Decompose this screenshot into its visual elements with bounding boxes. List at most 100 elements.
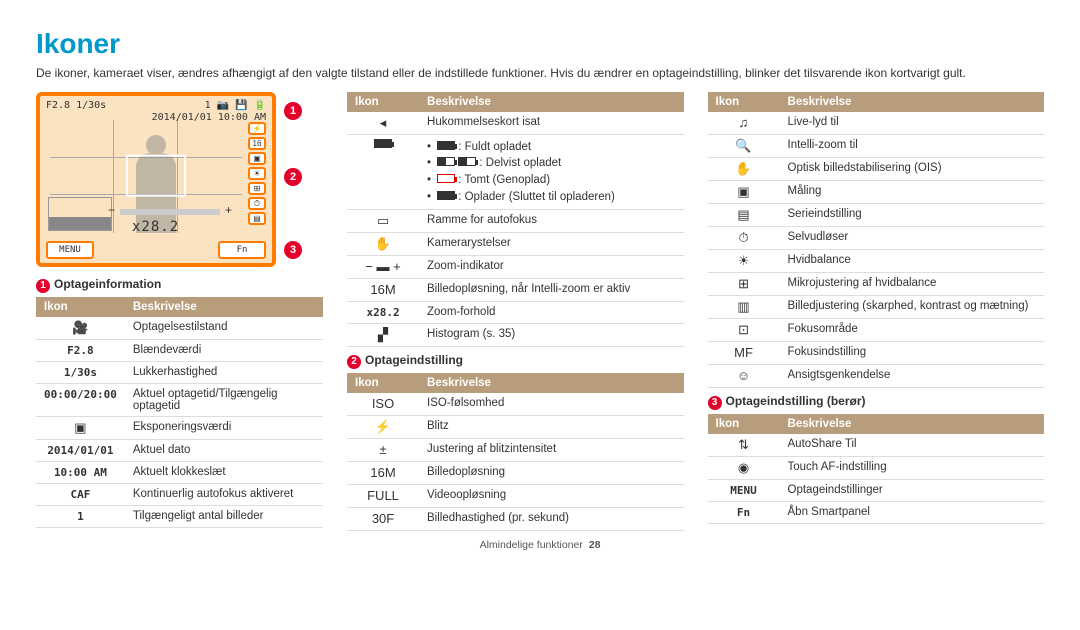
icon-cell: ⏱: [708, 226, 780, 249]
icon-cell: ⊡: [708, 318, 780, 341]
table-row: 1Tilgængeligt antal billeder: [36, 505, 323, 527]
table-row: ▭Ramme for autofokus: [347, 210, 684, 233]
icon-cell: ✋: [708, 157, 780, 180]
table-row: 16MBilledopløsning: [347, 462, 684, 485]
desc-cell: Eksponeringsværdi: [125, 416, 323, 439]
desc-cell: Blændeværdi: [125, 339, 323, 361]
th-desc: Beskrivelse: [780, 414, 1045, 434]
desc-cell: AutoShare Til: [780, 434, 1045, 457]
icon-cell: 1/30s: [36, 361, 125, 383]
desc-cell: Touch AF-indstilling: [780, 456, 1045, 479]
table-row: ◉Touch AF-indstilling: [708, 456, 1045, 479]
desc-cell: Ramme for autofokus: [419, 210, 684, 233]
icon-cell: CAF: [36, 483, 125, 505]
preview-top-right1: 1 📷 💾 🔋: [205, 100, 266, 111]
table-row: 10:00 AMAktuelt klokkeslæt: [36, 461, 323, 483]
th-ikon: Ikon: [347, 373, 419, 393]
desc-cell: Histogram (s. 35): [419, 324, 684, 347]
camera-preview: F2.8 1/30s 1 📷 💾 🔋 2014/01/01 10:00 AM x…: [36, 92, 276, 267]
section3-table: Ikon Beskrivelse ⇅AutoShare Til◉Touch AF…: [708, 414, 1045, 524]
table-row: MFFokusindstilling: [708, 341, 1045, 364]
desc-cell: Billedopløsning, når Intelli-zoom er akt…: [419, 279, 684, 302]
icon-cell: ♫: [708, 112, 780, 135]
icon-cell: 30F: [347, 508, 419, 531]
desc-cell: Fokusindstilling: [780, 341, 1045, 364]
page-title: Ikoner: [36, 28, 1044, 60]
desc-cell: Billedjustering (skarphed, kontrast og m…: [780, 295, 1045, 318]
section2-table: Ikon Beskrivelse ISOISO-følsomhed⚡Blitz±…: [347, 373, 684, 531]
table-row: 00:00/20:00Aktuel optagetid/Tilgængelig …: [36, 383, 323, 416]
icon-cell: ⇅: [708, 434, 780, 457]
icon-cell: ISO: [347, 393, 419, 416]
desc-cell: Blitz: [419, 416, 684, 439]
table-row: ▥Billedjustering (skarphed, kontrast og …: [708, 295, 1045, 318]
table-row: CAFKontinuerlig autofokus aktiveret: [36, 483, 323, 505]
desc-cell: Optagelsestilstand: [125, 317, 323, 340]
table-row: ☀Hvidbalance: [708, 249, 1045, 272]
table-row: ▣Måling: [708, 180, 1045, 203]
table-row: ◂Hukommelseskort isat: [347, 112, 684, 135]
table-row: 2014/01/01Aktuel dato: [36, 439, 323, 461]
icon-cell: x28.2: [347, 302, 419, 324]
icon-cell: FULL: [347, 485, 419, 508]
icon-cell: 16M: [347, 462, 419, 485]
section1-table: Ikon Beskrivelse 🎥OptagelsestilstandF2.8…: [36, 297, 323, 528]
icon-cell: ▣: [708, 180, 780, 203]
page-footer: Almindelige funktioner 28: [36, 539, 1044, 551]
table-row: ▞Histogram (s. 35): [347, 324, 684, 347]
table-row: F2.8Blændeværdi: [36, 339, 323, 361]
desc-cell: Selvudløser: [780, 226, 1045, 249]
section1-header: 1Optageinformation: [36, 277, 323, 293]
icon-cell: ✋: [347, 233, 419, 256]
table-row: ▣Eksponeringsværdi: [36, 416, 323, 439]
table-row: ⏱Selvudløser: [708, 226, 1045, 249]
th-ikon: Ikon: [36, 297, 125, 317]
desc-cell: : Fuldt opladet : Delvist opladet : Tomt…: [419, 134, 684, 210]
icon-cell: ☺: [708, 364, 780, 387]
section3-header: 3Optageindstilling (berør): [708, 394, 1045, 410]
icon-cell: ◉: [708, 456, 780, 479]
desc-cell: Fokusområde: [780, 318, 1045, 341]
table-row: − ▬ +Zoom-indikator: [347, 256, 684, 279]
desc-cell: Billedopløsning: [419, 462, 684, 485]
callout-2: 2: [284, 168, 302, 186]
icon-cell: 🎥: [36, 317, 125, 340]
icon-cell: ▭: [347, 210, 419, 233]
desc-cell: Mikrojustering af hvidbalance: [780, 272, 1045, 295]
th-ikon: Ikon: [347, 92, 419, 112]
desc-cell: Aktuel dato: [125, 439, 323, 461]
desc-cell: Optageindstillinger: [780, 479, 1045, 501]
th-ikon: Ikon: [708, 92, 780, 112]
th-desc: Beskrivelse: [125, 297, 323, 317]
icon-cell: 2014/01/01: [36, 439, 125, 461]
table-row: MENUOptageindstillinger: [708, 479, 1045, 501]
table-row: 🔍Intelli-zoom til: [708, 134, 1045, 157]
table-row: FnÅbn Smartpanel: [708, 501, 1045, 523]
desc-cell: Kontinuerlig autofokus aktiveret: [125, 483, 323, 505]
menu-button[interactable]: MENU: [46, 241, 94, 259]
table-row: ⊞Mikrojustering af hvidbalance: [708, 272, 1045, 295]
desc-cell: Videoopløsning: [419, 485, 684, 508]
icon-cell: ▣: [36, 416, 125, 439]
table-row: 16MBilledopløsning, når Intelli-zoom er …: [347, 279, 684, 302]
icon-cell: ☀: [708, 249, 780, 272]
desc-cell: Aktuel optagetid/Tilgængelig optagetid: [125, 383, 323, 416]
table-row: FULLVideoopløsning: [347, 485, 684, 508]
table-row: ▤Serieindstilling: [708, 203, 1045, 226]
desc-cell: Hukommelseskort isat: [419, 112, 684, 135]
desc-cell: ISO-følsomhed: [419, 393, 684, 416]
table-row: ⚡Blitz: [347, 416, 684, 439]
icon-cell: 1: [36, 505, 125, 527]
table-row: ±Justering af blitzintensitet: [347, 439, 684, 462]
icon-cell: ⚡: [347, 416, 419, 439]
th-ikon: Ikon: [708, 414, 780, 434]
icon-cell: ⊞: [708, 272, 780, 295]
icon-cell: 10:00 AM: [36, 461, 125, 483]
section-top-right-table: Ikon Beskrivelse ♫Live-lyd til🔍Intelli-z…: [708, 92, 1045, 388]
icon-cell: MF: [708, 341, 780, 364]
icon-cell: ▞: [347, 324, 419, 347]
desc-cell: Optisk billedstabilisering (OIS): [780, 157, 1045, 180]
fn-button[interactable]: Fn: [218, 241, 266, 259]
section2-header: 2Optageindstilling: [347, 353, 684, 369]
intro-text: De ikoner, kameraet viser, ændres afhæng…: [36, 66, 1044, 82]
